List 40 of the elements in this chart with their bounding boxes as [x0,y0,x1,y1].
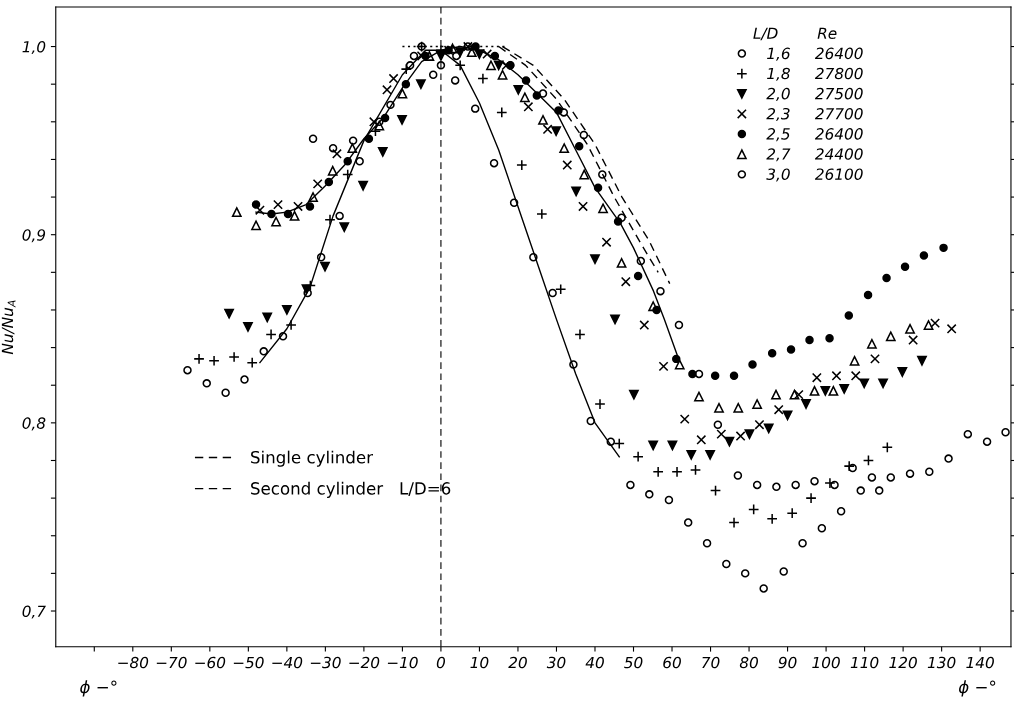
x-tick-label: 80 [739,656,758,669]
legend-label: Single cylinder [251,450,374,467]
x-tick-label: 20 [508,656,527,669]
x-tick-label: −70 [156,656,187,669]
y-axis-title: Nu/Nu$_{A}$ [1,300,16,355]
x-tick-label: 120 [889,656,917,669]
x-tick-label: 0 [436,656,446,669]
legend-label: 2,7 24400 [766,148,863,162]
x-tick-label: 60 [663,656,681,669]
x-tick-label: 30 [546,656,566,669]
y-tick-label: 1,0 [22,41,46,55]
x-tick-label: 50 [624,656,643,669]
y-tick-label: 0,9 [22,229,46,243]
text: ϕ −° [958,680,996,697]
legend-label: 1,6 26400 [767,47,863,61]
y-tick-label: 0,7 [22,605,46,619]
x-tick-label: −60 [195,656,226,669]
x-tick-label: −80 [118,656,149,669]
x-tick-label: −20 [349,656,380,669]
x-tick-label: 100 [812,656,840,669]
x-tick-label: −10 [387,656,418,669]
legend-label: 1,8 27800 [767,67,863,81]
x-tick-label: −50 [233,656,264,669]
x-tick-label: 40 [585,656,604,669]
legend-title: L/D Re [753,27,837,41]
x-axis-title: ϕ −° [80,680,117,697]
legend-label: Second cylinder L/D=6 [251,481,451,498]
legend-label: 2,5 26400 [766,128,863,142]
legend-label: 3,0 26100 [766,168,863,182]
x-tick-label: 10 [470,656,489,669]
x-tick-label: 70 [702,656,720,669]
legend-label: 2,0 27500 [766,87,863,101]
legend-label: 2,3 27700 [766,107,863,122]
x-tick-label: 110 [850,656,879,669]
x-tick-label: −30 [310,656,341,669]
x-tick-label: 140 [966,656,994,669]
y-tick-label: 0,8 [22,417,46,431]
x-tick-label: 130 [927,656,956,669]
x-tick-label: −40 [272,656,303,669]
x-tick-label: 90 [778,656,797,669]
